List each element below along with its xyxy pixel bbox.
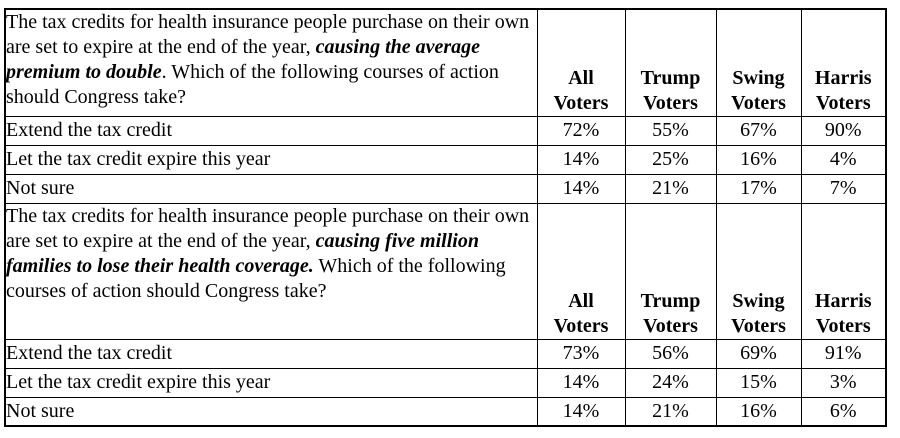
value-cell: 15% [715, 367, 802, 398]
answer-label: Let the tax credit expire this year [4, 367, 538, 398]
column-header-trump-voters: Trump Voters [624, 8, 717, 117]
table-row-extend-1: Extend the tax credit 72% 55% 67% 90% [4, 115, 887, 146]
value-cell: 73% [536, 338, 626, 369]
question-2-emphasis: causing five million families to lose th… [6, 229, 479, 277]
question-2-post: Which of the following courses of action… [6, 254, 506, 302]
value-cell: 14% [536, 367, 626, 398]
header-line-bottom: Voters [815, 91, 871, 114]
question-1-post: . Which of the following courses of acti… [6, 61, 499, 108]
value-cell: 91% [800, 338, 887, 369]
table-row-expire-1: Let the tax credit expire this year 14% … [4, 144, 887, 175]
answer-label: Let the tax credit expire this year [4, 144, 538, 175]
column-header-all-voters: All Voters [536, 8, 626, 117]
table-row-notsure-2: Not sure 14% 21% 16% 6% [4, 396, 887, 427]
question-1-emphasis: causing the average premium to double [6, 36, 481, 83]
value-cell: 69% [715, 338, 802, 369]
value-cell: 14% [536, 396, 626, 427]
value-cell: 3% [800, 367, 887, 398]
value-cell: 72% [536, 115, 626, 146]
header-line-top: Trump [640, 66, 701, 89]
value-cell: 16% [715, 144, 802, 175]
column-header-trump-voters: Trump Voters [624, 202, 717, 340]
answer-label: Not sure [4, 396, 538, 427]
value-cell: 17% [715, 173, 802, 204]
value-cell: 67% [715, 115, 802, 146]
value-cell: 16% [715, 396, 802, 427]
answer-label: Extend the tax credit [4, 338, 538, 369]
question-2-header-row: The tax credits for health insurance peo… [4, 202, 887, 340]
header-line-top: Swing [732, 66, 785, 89]
value-cell: 4% [800, 144, 887, 175]
answer-label: Not sure [4, 173, 538, 204]
answer-label: Extend the tax credit [4, 115, 538, 146]
value-cell: 55% [624, 115, 717, 146]
question-1-header-row: The tax credits for health insurance peo… [4, 8, 887, 117]
value-cell: 7% [800, 173, 887, 204]
value-cell: 25% [624, 144, 717, 175]
value-cell: 21% [624, 173, 717, 204]
value-cell: 24% [624, 367, 717, 398]
header-line-bottom: Voters [553, 91, 609, 114]
value-cell: 6% [800, 396, 887, 427]
header-line-top: Harris [814, 66, 872, 89]
question-1-text: The tax credits for health insurance peo… [4, 8, 538, 117]
column-header-swing-voters: Swing Voters [715, 202, 802, 340]
poll-results-table: The tax credits for health insurance peo… [4, 8, 887, 427]
header-line-bottom: Voters [643, 314, 698, 337]
column-header-all-voters: All Voters [536, 202, 626, 340]
question-2-pre: The tax credits for health insurance peo… [6, 204, 530, 252]
value-cell: 56% [624, 338, 717, 369]
header-line-bottom: Voters [731, 314, 786, 337]
table-row-expire-2: Let the tax credit expire this year 14% … [4, 367, 887, 398]
header-line-bottom: Voters [731, 91, 786, 114]
column-header-harris-voters: Harris Voters [800, 202, 887, 340]
header-line-bottom: Voters [553, 314, 609, 337]
header-line-top: Harris [814, 289, 872, 312]
header-line-top: Trump [640, 289, 701, 312]
header-line-bottom: Voters [815, 314, 871, 337]
table-row-extend-2: Extend the tax credit 73% 56% 69% 91% [4, 338, 887, 369]
header-line-top: All [568, 289, 594, 312]
value-cell: 21% [624, 396, 717, 427]
value-cell: 90% [800, 115, 887, 146]
question-1-pre: The tax credits for health insurance peo… [6, 11, 530, 58]
header-line-bottom: Voters [643, 91, 698, 114]
value-cell: 14% [536, 144, 626, 175]
value-cell: 14% [536, 173, 626, 204]
header-line-top: All [568, 66, 594, 89]
header-line-top: Swing [732, 289, 785, 312]
column-header-swing-voters: Swing Voters [715, 8, 802, 117]
question-2-text: The tax credits for health insurance peo… [4, 202, 538, 340]
column-header-harris-voters: Harris Voters [800, 8, 887, 117]
table-row-notsure-1: Not sure 14% 21% 17% 7% [4, 173, 887, 204]
